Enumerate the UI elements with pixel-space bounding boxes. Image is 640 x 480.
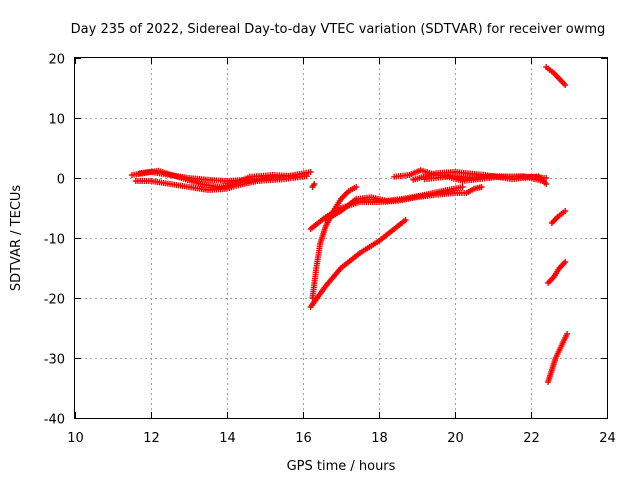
data-point — [478, 184, 485, 190]
data-track — [548, 208, 569, 226]
y-tick-label: 20 — [48, 53, 65, 68]
data-track — [543, 64, 569, 88]
data-point — [311, 181, 318, 187]
data-point — [543, 181, 550, 187]
chart-title: Day 235 of 2022, Sidereal Day-to-day VTE… — [71, 22, 606, 37]
data-track — [136, 167, 299, 190]
x-tick-label: 18 — [371, 431, 388, 446]
data-point — [564, 331, 571, 337]
data-point — [562, 82, 569, 88]
data-point — [303, 173, 310, 180]
data-track — [309, 181, 318, 190]
data-track — [410, 169, 550, 187]
data-point — [307, 169, 314, 175]
y-tick-label: 0 — [57, 173, 65, 188]
y-tick-label: -30 — [44, 353, 65, 368]
plot-frame — [74, 57, 608, 419]
data-track — [307, 217, 409, 310]
x-tick-label: 14 — [219, 431, 236, 446]
x-tick-label: 24 — [599, 431, 616, 446]
data-track — [545, 331, 571, 385]
data-point — [353, 184, 360, 190]
data-track — [545, 259, 569, 286]
x-axis-label: GPS time / hours — [287, 459, 396, 474]
x-tick-label: 10 — [67, 431, 84, 446]
y-axis-label: SDTVAR / TECUs — [9, 185, 24, 292]
y-tick-label: -40 — [44, 413, 65, 428]
y-tick-label: 10 — [48, 113, 65, 128]
x-tick-label: 16 — [295, 431, 312, 446]
data-points — [129, 64, 571, 385]
y-tick-label: -10 — [44, 233, 65, 248]
data-point — [562, 259, 569, 265]
data-track — [322, 184, 466, 223]
y-tick-label: -20 — [44, 293, 65, 308]
x-tick-label: 22 — [523, 431, 540, 446]
grid — [75, 58, 607, 418]
x-tick-labels: 10 12 14 16 18 20 22 24 — [67, 431, 616, 446]
x-tick-label: 20 — [447, 431, 464, 446]
data-point — [562, 208, 569, 214]
data-point — [459, 184, 466, 190]
x-tick-label: 12 — [143, 431, 160, 446]
data-point — [292, 173, 299, 180]
y-tick-labels: -40 -30 -20 -10 0 10 20 — [44, 53, 65, 428]
data-point — [402, 217, 409, 223]
data-point — [543, 175, 550, 181]
